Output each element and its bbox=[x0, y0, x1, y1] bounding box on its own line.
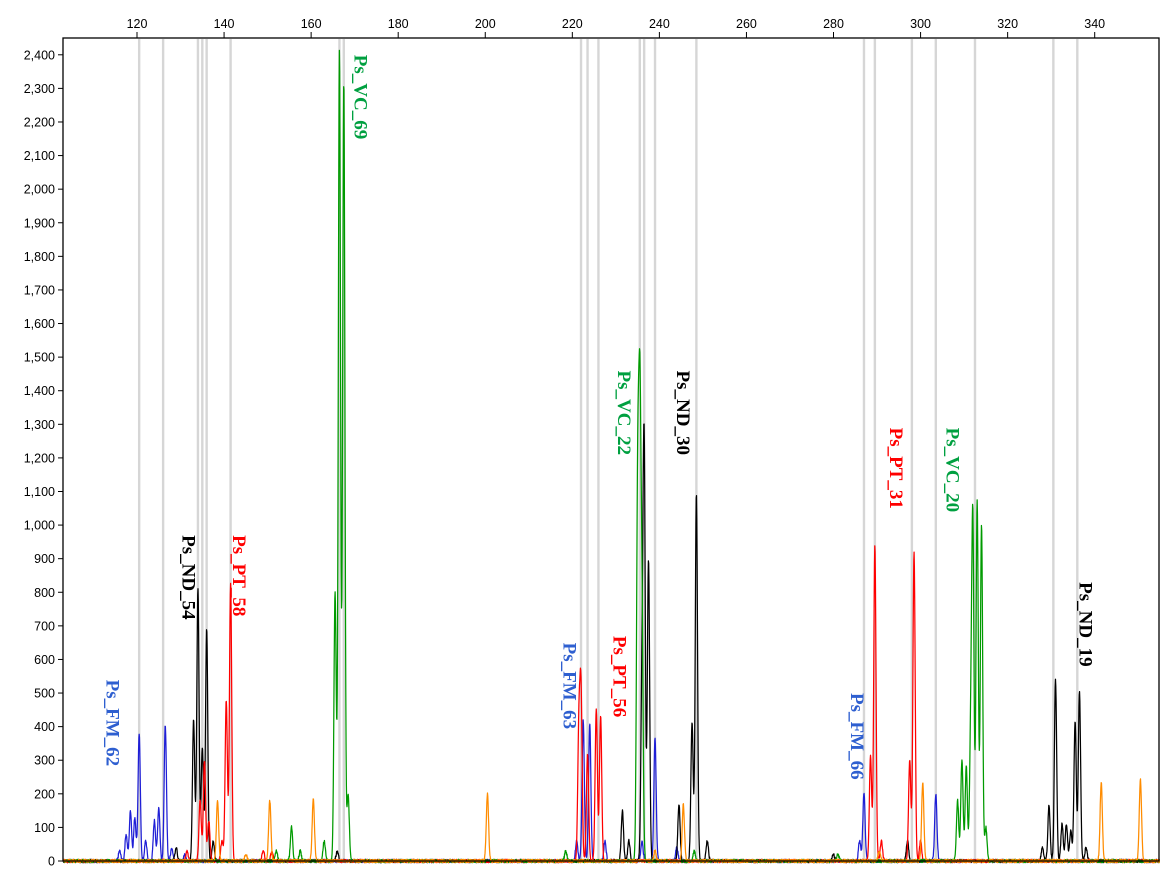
y-tick-label: 500 bbox=[34, 687, 55, 701]
marker-label: Ps_FM_63 bbox=[559, 643, 580, 730]
y-tick-label: 1,800 bbox=[24, 250, 55, 264]
y-tick-label: 1,500 bbox=[24, 351, 55, 365]
x-tick-label: 160 bbox=[301, 17, 322, 31]
y-tick-label: 2,100 bbox=[24, 149, 55, 163]
x-tick-label: 180 bbox=[388, 17, 409, 31]
y-tick-label: 2,400 bbox=[24, 48, 55, 62]
marker-label: Ps_VC_22 bbox=[613, 371, 634, 455]
x-tick-label: 120 bbox=[127, 17, 148, 31]
y-tick-label: 100 bbox=[34, 821, 55, 835]
marker-label: Ps_FM_66 bbox=[846, 693, 867, 780]
traces bbox=[62, 49, 1160, 864]
marker-labels: Ps_FM_62 Ps_ND_54 Ps_PT_58 Ps_VC_69 Ps_FM_63… bbox=[102, 55, 1096, 780]
x-tick-label: 220 bbox=[562, 17, 583, 31]
y-tick-label: 400 bbox=[34, 720, 55, 734]
y-tick-label: 600 bbox=[34, 653, 55, 667]
x-tick-label: 300 bbox=[910, 17, 931, 31]
axes: 120 140 160 180 200 220 240 260 280 300 320 340 0 100… bbox=[24, 17, 1160, 869]
x-tick-label: 340 bbox=[1084, 17, 1105, 31]
y-tick-label: 1,100 bbox=[24, 485, 55, 499]
x-tick-label: 240 bbox=[649, 17, 670, 31]
marker-label: Ps_PT_31 bbox=[885, 428, 906, 509]
y-tick-label: 0 bbox=[48, 855, 55, 869]
marker-label: Ps_VC_20 bbox=[942, 428, 963, 512]
y-tick-label: 300 bbox=[34, 754, 55, 768]
y-tick-label: 1,400 bbox=[24, 384, 55, 398]
y-tick-label: 2,000 bbox=[24, 183, 55, 197]
y-tick-label: 2,200 bbox=[24, 115, 55, 129]
y-tick-label: 200 bbox=[34, 787, 55, 801]
marker-label: Ps_ND_30 bbox=[672, 371, 693, 455]
y-tick-label: 800 bbox=[34, 586, 55, 600]
marker-label: Ps_ND_19 bbox=[1074, 582, 1095, 666]
marker-label: Ps_ND_54 bbox=[178, 535, 199, 620]
marker-label: Ps_PT_56 bbox=[609, 636, 630, 717]
x-tick-label: 140 bbox=[214, 17, 235, 31]
x-tick-label: 200 bbox=[475, 17, 496, 31]
plot-frame bbox=[62, 37, 1160, 862]
y-tick-label: 700 bbox=[34, 619, 55, 633]
y-tick-label: 1,600 bbox=[24, 317, 55, 331]
y-tick-label: 1,200 bbox=[24, 451, 55, 465]
series-trace-4 bbox=[62, 778, 1160, 864]
bin-lines bbox=[137, 39, 1079, 861]
y-tick-label: 1,900 bbox=[24, 216, 55, 230]
y-tick-label: 1,000 bbox=[24, 519, 55, 533]
x-tick-label: 280 bbox=[823, 17, 844, 31]
y-tick-label: 1,300 bbox=[24, 418, 55, 432]
marker-label: Ps_VC_69 bbox=[350, 55, 371, 139]
y-tick-label: 1,700 bbox=[24, 283, 55, 297]
x-tick-label: 320 bbox=[997, 17, 1018, 31]
y-tick-label: 2,300 bbox=[24, 82, 55, 96]
marker-label: Ps_PT_58 bbox=[228, 535, 249, 616]
x-tick-label: 260 bbox=[736, 17, 757, 31]
y-tick-label: 900 bbox=[34, 552, 55, 566]
marker-label: Ps_FM_62 bbox=[102, 680, 123, 767]
